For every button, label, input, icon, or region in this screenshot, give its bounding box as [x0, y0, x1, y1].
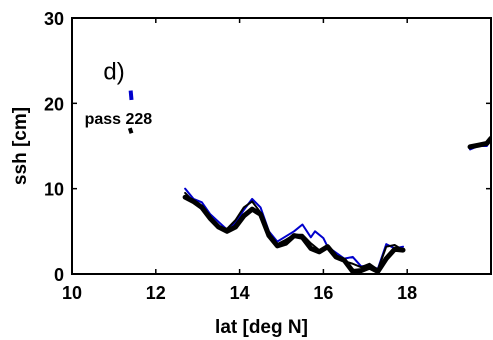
panel-label: d): [103, 58, 124, 85]
x-tick-label-0: 10: [62, 283, 82, 303]
x-axis-label: lat [deg N]: [215, 317, 308, 338]
y-tick-label-3: 30: [44, 9, 64, 29]
series-2-line-1: [467, 135, 491, 150]
axes-frame: [71, 17, 492, 275]
x-tick-label-4: 18: [397, 283, 417, 303]
legend-marker-1: [127, 127, 134, 134]
y-tick-label-1: 10: [44, 180, 64, 200]
plot-area: [127, 90, 491, 274]
legend-marker-0: [128, 90, 134, 101]
x-tick-label-3: 16: [313, 283, 333, 303]
legend-label: pass 228: [85, 111, 153, 128]
series-2-line-0: [182, 194, 406, 274]
x-tick-label-1: 12: [146, 283, 166, 303]
y-axis-label: ssh [cm]: [10, 107, 31, 185]
y-tick-label-0: 0: [54, 265, 64, 285]
y-tick-label-2: 20: [44, 94, 64, 114]
x-tick-label-2: 14: [230, 283, 250, 303]
